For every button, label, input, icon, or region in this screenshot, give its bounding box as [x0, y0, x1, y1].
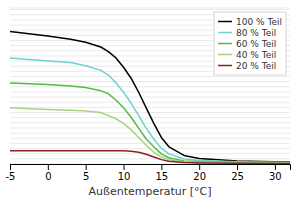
- grid-line: [10, 86, 290, 87]
- grid-line: [10, 127, 290, 128]
- series-line: [10, 151, 290, 164]
- legend-label: 100 % Teil: [236, 17, 282, 27]
- legend-label: 80 % Teil: [236, 28, 276, 38]
- x-tick-label: 15: [155, 171, 168, 182]
- series-line: [10, 108, 290, 163]
- x-tick-mark: [237, 164, 238, 170]
- legend-label: 20 % Teil: [236, 61, 276, 71]
- legend-label: 40 % Teil: [236, 50, 276, 60]
- x-tick: 30: [269, 164, 282, 182]
- legend-item: 40 % Teil: [218, 50, 276, 60]
- x-tick-mark: [10, 164, 11, 170]
- x-tick-label: 5: [83, 171, 89, 182]
- x-tick: 10: [118, 164, 131, 182]
- legend-item: 80 % Teil: [218, 28, 276, 38]
- series-line: [10, 83, 290, 163]
- x-tick: 25: [231, 164, 244, 182]
- legend-swatch: [218, 54, 232, 56]
- legend-swatch: [218, 43, 232, 45]
- grid-line: [10, 97, 290, 98]
- grid: [10, 8, 290, 164]
- grid-line: [10, 9, 290, 10]
- x-tick-label: 10: [118, 171, 131, 182]
- grid-line: [10, 81, 290, 82]
- x-axis: -5 0 5 10 15 20 25 30: [6, 164, 291, 182]
- x-tick: 20: [193, 164, 206, 182]
- legend-label: 60 % Teil: [236, 39, 276, 49]
- chart: -5 0 5 10 15 20 25 30 100 % Teil80 % Teil60 % Te…: [0, 0, 300, 200]
- x-tick-label: 25: [231, 171, 244, 182]
- legend-swatch: [218, 32, 232, 34]
- x-tick-label: 0: [45, 171, 51, 182]
- grid-line: [10, 138, 290, 139]
- x-tick: -5: [6, 164, 16, 182]
- grid-line: [10, 8, 290, 9]
- x-tick-label: 20: [193, 171, 206, 182]
- x-tick-mark: [275, 164, 276, 170]
- x-axis-line: [11, 165, 291, 171]
- x-tick: 0: [45, 164, 51, 182]
- x-axis-title: Außentemperatur [°C]: [88, 185, 211, 198]
- grid-line: [10, 122, 290, 123]
- x-tick: 15: [155, 164, 168, 182]
- legend-item: 20 % Teil: [218, 61, 276, 71]
- x-tick-mark: [48, 164, 49, 170]
- grid-line: [10, 107, 290, 108]
- grid-line: [10, 153, 290, 154]
- grid-line: [10, 158, 290, 159]
- grid-line: [10, 112, 290, 113]
- x-tick-label: -5: [6, 171, 16, 182]
- grid-line: [10, 76, 290, 77]
- legend: 100 % Teil80 % Teil60 % Teil40 % Teil20 …: [214, 12, 286, 75]
- legend-item: 60 % Teil: [218, 39, 276, 49]
- legend-swatch: [218, 65, 232, 67]
- x-tick-label: 30: [269, 171, 282, 182]
- grid-line: [10, 102, 290, 103]
- legend-box: [214, 12, 286, 75]
- x-tick-mark: [161, 164, 162, 170]
- series-line: [10, 31, 290, 161]
- x-tick-mark: [124, 164, 125, 170]
- lines: [10, 31, 290, 163]
- grid-line: [10, 91, 290, 92]
- legend-item: 100 % Teil: [218, 17, 282, 27]
- x-tick-mark: [86, 164, 87, 170]
- legend-swatch: [218, 21, 232, 23]
- x-tick: 5: [83, 164, 89, 182]
- x-tick-mark: [199, 164, 200, 170]
- plot: -5 0 5 10 15 20 25 30 100 % Teil80 % Teil60 % Te…: [6, 8, 291, 182]
